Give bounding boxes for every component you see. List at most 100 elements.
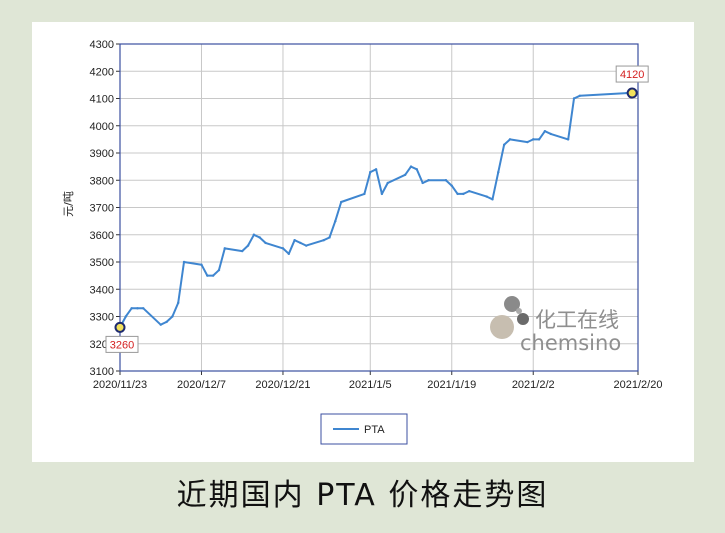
y-tick-label: 3600 [90, 230, 114, 242]
y-tick-label: 3300 [90, 312, 114, 324]
annotation-box [105, 335, 139, 353]
data-point [252, 233, 256, 236]
annotation-label: 3260 [110, 339, 134, 351]
plot-frame [119, 43, 639, 372]
data-point [339, 200, 343, 204]
data-point [200, 263, 203, 266]
data-point [502, 143, 506, 147]
annotations: 3260 4120 [105, 65, 649, 353]
y-tick-label: 3700 [90, 203, 114, 215]
watermark-logo-big-circle [490, 315, 514, 339]
data-point [427, 179, 430, 182]
data-point [130, 307, 133, 310]
x-tick-labels: 2020/11/23 2020/12/7 2020/12/21 2021/1/5 202… [93, 379, 663, 391]
data-point [363, 192, 366, 196]
data-point [369, 170, 372, 174]
data-point [305, 244, 308, 247]
data-point [281, 247, 285, 250]
data-point [462, 192, 465, 196]
data-point [328, 236, 331, 239]
y-tick-label: 3500 [90, 257, 114, 269]
annotation-marker [114, 321, 126, 333]
data-point [549, 132, 552, 136]
data-point [241, 249, 244, 253]
data-point [456, 192, 459, 196]
data-point [409, 165, 413, 168]
watermark-logo-dot-2 [517, 313, 529, 325]
data-point [508, 138, 512, 141]
y-tick-label: 3400 [90, 284, 114, 296]
series-line-pta [119, 92, 633, 328]
annotation-label: 4120 [620, 69, 644, 81]
data-point [287, 252, 290, 256]
y-tick-label: 4000 [90, 121, 114, 133]
data-point [182, 260, 186, 264]
data-point [136, 307, 139, 310]
axes [116, 43, 639, 375]
data-point [450, 184, 453, 187]
data-point [223, 247, 226, 250]
data-point [124, 315, 128, 318]
data-point [165, 320, 168, 324]
legend-label: PTA [364, 424, 385, 436]
watermark-logo-dot-1 [504, 296, 520, 312]
y-tick-label: 4100 [90, 94, 114, 106]
data-point [415, 168, 419, 171]
data-point [246, 244, 250, 247]
chart-panel: 3100 3200 3300 3400 3500 3600 3700 3800 3900 4000… [32, 22, 694, 462]
data-point [421, 181, 424, 185]
annotation-box [615, 65, 649, 83]
caption: 近期国内 PTA 价格走势图 [176, 478, 549, 513]
y-tick-label: 3800 [90, 175, 114, 187]
data-point [159, 323, 162, 326]
data-point [171, 315, 174, 318]
data-point [299, 241, 302, 245]
data-point [526, 140, 529, 144]
x-tick-label: 2021/1/19 [427, 379, 476, 391]
x-tick-label: 2021/1/5 [349, 379, 392, 391]
data-point [537, 138, 541, 141]
watermark-cn-text: 化工在线 [535, 308, 619, 332]
y-tick-label: 3100 [90, 366, 114, 378]
data-point [217, 268, 221, 272]
line-chart: 3100320033003400350036003700380039004000… [62, 39, 663, 445]
y-tick-labels: 3100320033003400350036003700380039004000… [90, 39, 114, 378]
x-tick-label: 2021/2/2 [512, 379, 555, 391]
legend: PTA [320, 413, 408, 445]
data-point [485, 195, 488, 198]
data-point [211, 274, 215, 277]
data-point [578, 94, 581, 97]
series-pta [118, 91, 634, 329]
data-point [380, 192, 384, 196]
data-point [572, 97, 576, 100]
y-tick-label: 4300 [90, 39, 114, 51]
x-tick-label: 2020/12/21 [255, 379, 310, 391]
data-point [177, 301, 180, 305]
x-tick-label: 2020/12/7 [177, 379, 226, 391]
data-point [374, 168, 378, 171]
watermark-en-text: chemsino [520, 331, 621, 355]
annotation-marker [626, 87, 638, 99]
data-point [543, 130, 547, 133]
y-axis-label: 元/吨 [62, 191, 75, 217]
data-point [142, 307, 145, 310]
data-point [334, 219, 337, 223]
data-point [468, 189, 471, 193]
watermark-logo-dot-3 [516, 308, 522, 314]
data-point [497, 170, 500, 174]
data-point [258, 236, 261, 239]
data-point [403, 173, 407, 176]
data-point [206, 274, 209, 277]
data-point [264, 241, 267, 245]
data-point [532, 138, 535, 141]
data-point [566, 138, 570, 141]
watermark: 化工在线 chemsino [490, 296, 621, 355]
x-tick-label: 2020/11/23 [93, 379, 147, 391]
data-point [444, 179, 448, 182]
y-tick-label: 3900 [90, 148, 114, 160]
y-tick-label: 4200 [90, 66, 114, 78]
data-point [293, 239, 296, 242]
data-point [386, 181, 389, 185]
data-point [491, 198, 494, 201]
data-point [322, 239, 325, 242]
